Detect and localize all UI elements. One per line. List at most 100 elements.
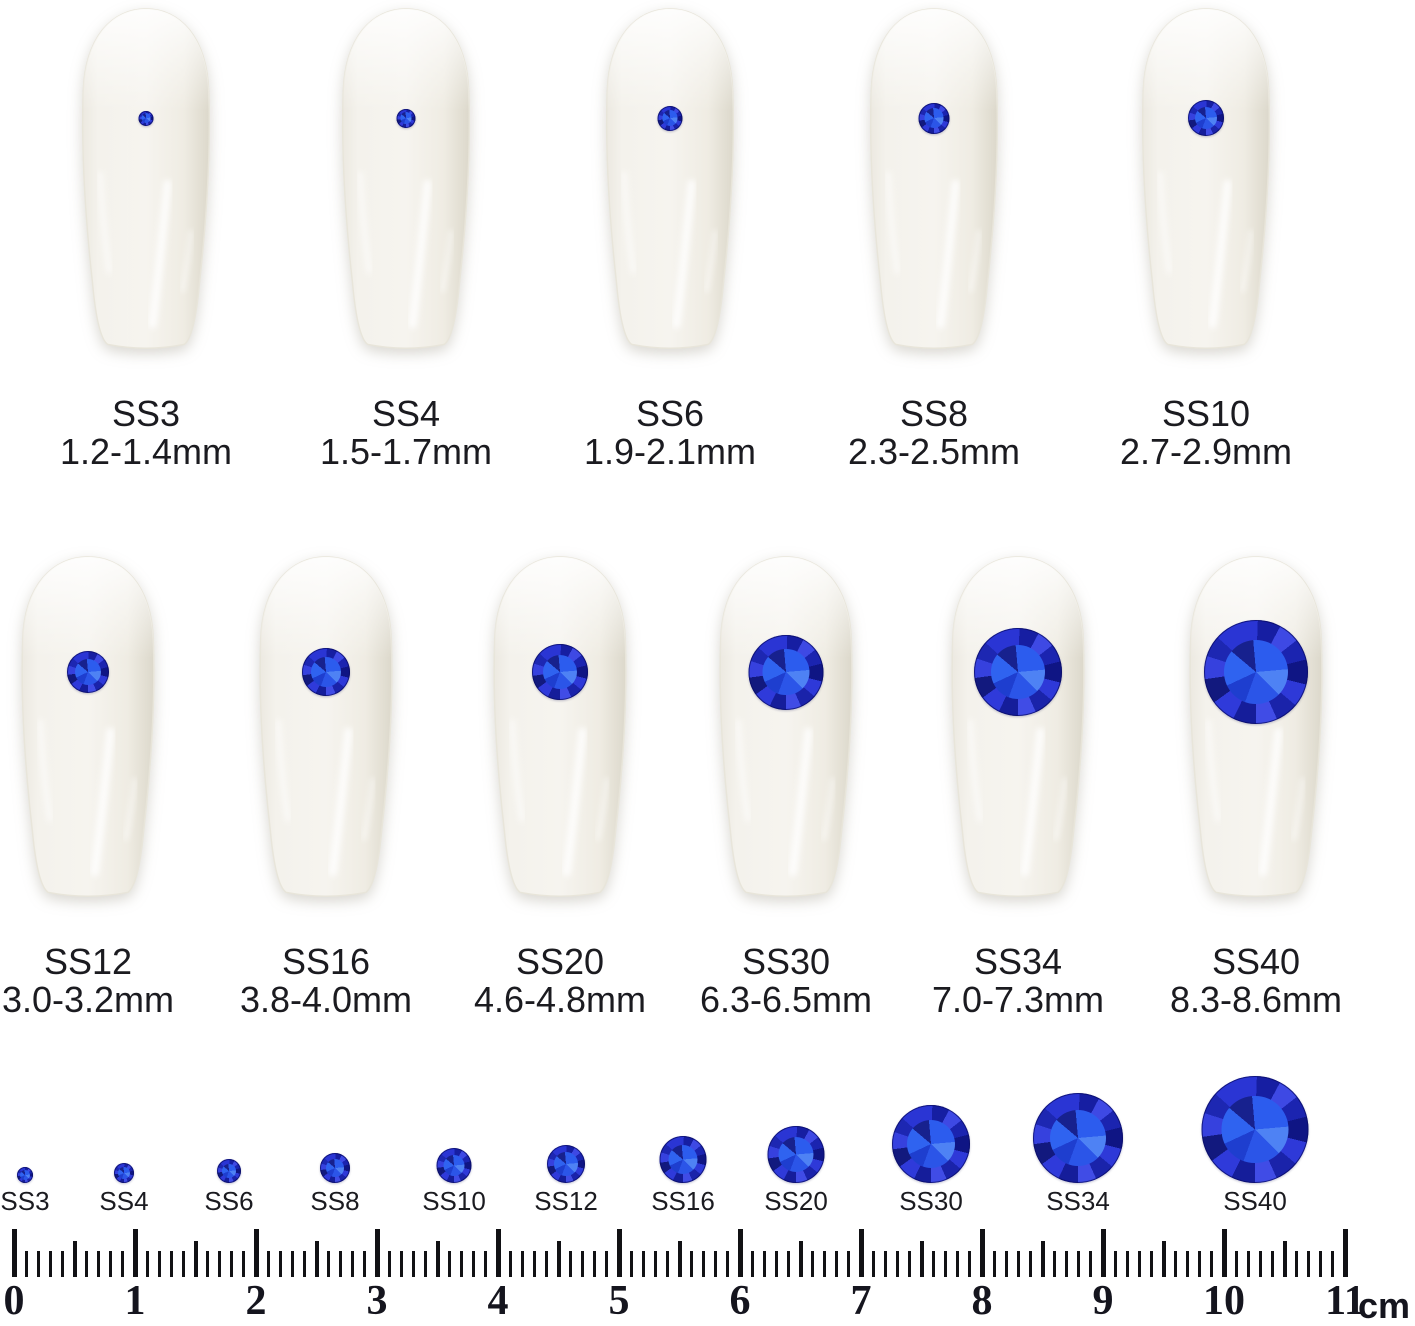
ruler-number: 0 [3,1278,25,1324]
ruler-tick [460,1251,464,1277]
ruler-tick [1210,1251,1214,1277]
ruler-tick [992,1251,996,1277]
size-label: SS34 [973,941,1063,982]
ruler-tick [520,1251,524,1277]
scale-size-label: SS8 [310,1186,360,1216]
nail-tip [493,556,627,897]
ruler-tick [351,1251,355,1277]
actual-size-item-ss4: SS4 [54,1060,194,1230]
ruler-tick [290,1251,294,1277]
rhinestone-gem [320,1153,350,1183]
mm-range-label: 6.3-6.5mm [699,979,873,1020]
ruler-tick [1028,1251,1032,1277]
scale-size-label: SS4 [99,1186,149,1216]
ruler-tick [472,1251,476,1277]
nail-tip [719,556,853,897]
nail-sample-ss16: SS16 3.8-4.0mm [240,553,412,1019]
ruler-tick [532,1251,536,1277]
ruler-tick [448,1251,452,1277]
actual-size-item-ss30: SS30 [861,1060,1001,1230]
ruler-tick [85,1251,89,1277]
nail-sample-ss40: SS40 8.3-8.6mm [1170,553,1342,1019]
scale-size-label: SS40 [1223,1186,1287,1216]
ruler-tick [1053,1251,1057,1277]
ruler-number: 2 [245,1278,267,1324]
ruler-tick [920,1241,924,1277]
scale-size-label: SS10 [422,1186,486,1216]
ruler-number: 7 [850,1278,872,1324]
ruler-tick [278,1251,282,1277]
scale-size-label: SS30 [899,1186,963,1216]
ruler-tick [944,1251,948,1277]
ruler-tick [895,1251,899,1277]
ruler-tick [811,1251,815,1277]
nail-sample-ss8: SS8 2.3-2.5mm [848,5,1020,471]
ruler-tick [484,1251,488,1277]
actual-size-item-ss20: SS20 [726,1060,866,1230]
nail-tip [259,556,393,897]
ruler-tick [411,1251,415,1277]
actual-size-item-ss6: SS6 [159,1060,299,1230]
ruler-number: 8 [971,1278,993,1324]
rhinestone-gem [17,1167,33,1183]
rhinestone-gem [67,651,109,693]
size-label: SS16 [281,941,371,982]
nail-tip [606,8,734,349]
ruler-tick [1065,1251,1069,1277]
rhinestone-gem [396,108,416,128]
ruler-number: 4 [487,1278,509,1324]
rhinestone-gem [1204,620,1308,724]
ruler-tick [508,1251,512,1277]
ruler-number: 3 [366,1278,388,1324]
ruler-tick [132,1229,138,1277]
ruler-tick [363,1251,367,1277]
mm-range-label: 3.8-4.0mm [239,979,413,1020]
ruler-tick [702,1251,706,1277]
ruler-tick [786,1251,790,1277]
ruler-tick [495,1229,501,1277]
ruler-tick [24,1251,28,1277]
ruler-number: 11 [1325,1278,1365,1324]
size-label: SS20 [515,941,605,982]
ruler-tick [605,1251,609,1277]
ruler-tick [665,1251,669,1277]
ruler-tick [36,1251,40,1277]
ruler-number: 1 [124,1278,146,1324]
ruler: 0 1 2 3 4 5 6 7 8 9 10 11 cm [4,1229,1410,1326]
nail-sample-ss4: SS4 1.5-1.7mm [320,5,492,471]
ruler-tick [871,1251,875,1277]
size-label: SS3 [111,393,181,434]
ruler-tick [979,1229,985,1277]
ruler-tick [750,1251,754,1277]
rhinestone-gem [918,102,950,134]
ruler-tick [315,1241,319,1277]
ruler-tick [339,1251,343,1277]
ruler-tick [1125,1251,1129,1277]
mm-range-label: 7.0-7.3mm [931,979,1105,1020]
mm-range-label: 1.2-1.4mm [59,431,233,472]
size-label: SS40 [1211,941,1301,982]
nail-sample-ss30: SS30 6.3-6.5mm [700,553,872,1019]
rhinestone-gem [1201,1076,1309,1183]
ruler-tick [1089,1251,1093,1277]
mm-range-label: 1.9-2.1mm [583,431,757,472]
actual-size-item-ss34: SS34 [1008,1060,1148,1230]
scale-size-label: SS12 [534,1186,598,1216]
rhinestone-gem [767,1126,825,1183]
ruler-tick [1307,1251,1311,1277]
ruler-tick [218,1251,222,1277]
actual-size-item-ss3: SS3 [0,1060,95,1230]
ruler-tick [242,1251,246,1277]
ruler-tick [194,1241,198,1277]
ruler-number: 10 [1203,1278,1245,1324]
rhinestone-gem [748,634,824,710]
ruler-tick [1198,1251,1202,1277]
ruler-tick [1221,1229,1227,1277]
actual-size-item-ss16: SS16 [613,1060,753,1230]
ruler-tick [253,1229,259,1277]
size-label: SS12 [43,941,133,982]
ruler-tick [690,1251,694,1277]
nail-sample-ss10: SS10 2.7-2.9mm [1120,5,1292,471]
